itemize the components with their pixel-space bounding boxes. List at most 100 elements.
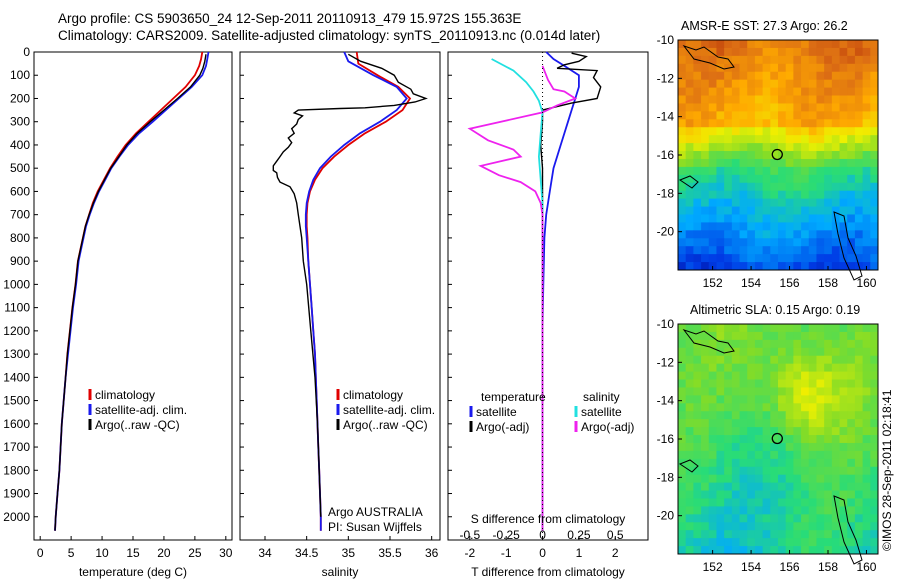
map-cell (816, 363, 825, 372)
map-cell (731, 182, 740, 192)
map-cell (678, 530, 687, 539)
map-cell (701, 127, 710, 136)
map-cell (724, 331, 733, 341)
map-cell (816, 411, 825, 420)
map-cell (831, 482, 840, 491)
map-cell (739, 347, 748, 357)
map-cell (770, 498, 779, 507)
map-cell (731, 379, 740, 388)
s-tick-label: 0.25 (567, 528, 591, 542)
map-cell (839, 339, 848, 349)
map-cell (862, 379, 871, 388)
map-cell (724, 214, 733, 223)
difference-frame (447, 51, 649, 541)
map-cell (816, 522, 825, 531)
map-cell (708, 206, 717, 215)
map-cell (747, 182, 756, 192)
s-tick-label: 0.5 (607, 528, 624, 542)
map-cell (824, 427, 833, 436)
map-cell (693, 331, 702, 341)
map-cell (716, 522, 725, 531)
map-cell (716, 498, 725, 507)
map-cell (731, 387, 740, 396)
map-cell (862, 47, 871, 57)
map-cell (754, 506, 764, 515)
map-cell (762, 143, 771, 152)
map-cell (762, 403, 771, 412)
map-cell (762, 387, 771, 396)
map-cell (824, 206, 833, 215)
map-cell (693, 238, 702, 247)
map-cell (701, 339, 710, 349)
map-cell (816, 206, 825, 215)
imos-timestamp: ©IMOS 28-Sep-2011 02:18:41 (880, 389, 894, 551)
map-cell (701, 111, 710, 120)
map-cell (831, 254, 840, 263)
map-cell (685, 63, 694, 73)
map-cell (778, 474, 787, 484)
map-cell (778, 395, 787, 404)
map-cell (785, 371, 794, 380)
map-cell (754, 174, 764, 184)
map-cell (839, 435, 848, 444)
map-cell (824, 238, 833, 247)
map-cell (724, 190, 733, 200)
map-cell (716, 458, 725, 468)
map-cell (701, 166, 710, 176)
map-cell (754, 47, 764, 57)
map-cell (847, 262, 856, 271)
map-cell (678, 411, 687, 420)
map-cell (685, 324, 694, 333)
map-cell (762, 87, 771, 96)
map-cell (785, 222, 794, 231)
map-cell (747, 206, 756, 215)
map-cell (762, 466, 771, 476)
map-cell (808, 174, 817, 184)
map-cell (824, 158, 833, 168)
map-cell (708, 379, 717, 388)
map-cell (824, 254, 833, 263)
map-cell (716, 442, 725, 452)
map-cell (793, 490, 802, 499)
y-tick-label: 300 (10, 115, 30, 129)
map-cell (716, 371, 725, 380)
map-cell (785, 63, 794, 73)
map-cell (701, 482, 710, 491)
y-tick-label: -14 (657, 110, 675, 124)
map-cell (685, 355, 694, 365)
map-cell (839, 47, 848, 57)
map-cell (693, 482, 702, 491)
map-cell (754, 498, 764, 507)
map-cell (701, 474, 710, 484)
x-tick-label: -2 (464, 546, 475, 560)
map-cell (739, 111, 748, 120)
map-cell (870, 151, 879, 160)
map-cell (854, 174, 864, 184)
map-cell (678, 214, 687, 223)
coastline (682, 329, 735, 354)
map-cell (754, 355, 764, 365)
map-cell (839, 530, 848, 539)
map-cell (862, 506, 871, 515)
map-cell (754, 71, 764, 81)
map-cell (724, 506, 733, 515)
map-cell (785, 47, 794, 57)
map-cell (693, 151, 702, 160)
y-tick-label: -18 (657, 470, 675, 484)
map-cell (678, 230, 687, 239)
map-cell (708, 238, 717, 247)
map-cell (770, 466, 779, 476)
map-cell (747, 254, 756, 263)
map-cell (870, 363, 879, 372)
map-cell (747, 87, 756, 96)
map-cell (816, 514, 825, 523)
map-cell (739, 363, 748, 372)
x-tick-label: 154 (741, 560, 761, 574)
map-cell (708, 95, 717, 104)
map-cell (693, 530, 702, 539)
map-cell (870, 506, 879, 515)
map-cell (847, 55, 856, 65)
map-cell (724, 411, 733, 420)
map-cell (731, 395, 740, 404)
map-cell (762, 339, 771, 349)
